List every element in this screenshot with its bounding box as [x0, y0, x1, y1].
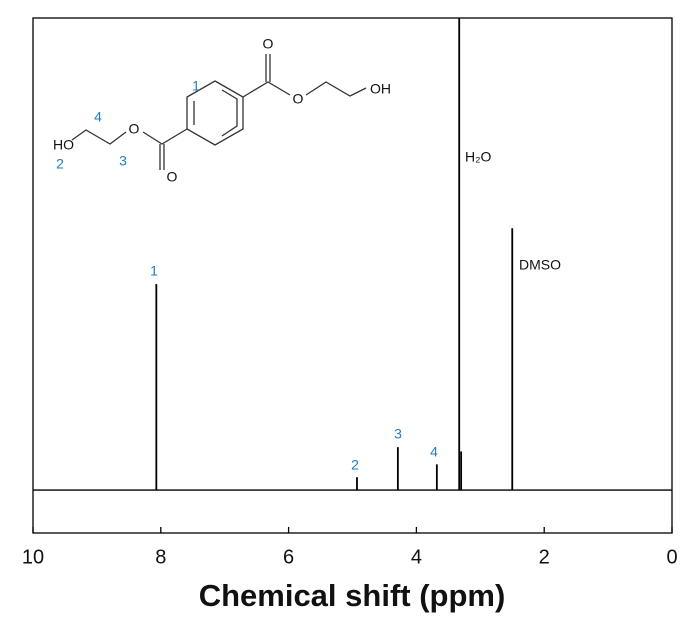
- position-label: 4: [94, 109, 102, 125]
- peak-label: 2: [351, 457, 359, 473]
- atom-label: O: [167, 169, 178, 185]
- peak-label: 3: [394, 426, 402, 442]
- peak-label: 1: [150, 263, 158, 279]
- x-tick-label: 10: [22, 546, 44, 568]
- peak-label: H₂O: [465, 149, 492, 165]
- x-tick-label: 8: [155, 546, 166, 568]
- bond: [242, 81, 291, 98]
- x-tick-label: 0: [666, 546, 677, 568]
- atom-label: O: [263, 36, 274, 52]
- bond: [71, 129, 127, 145]
- atom-label: OH: [370, 81, 391, 97]
- x-tick-label: 2: [539, 546, 550, 568]
- bond: [305, 81, 367, 97]
- ring-double-bonds: [221, 89, 238, 137]
- peak-label: DMSO: [519, 257, 561, 273]
- x-tick-label: 6: [283, 546, 294, 568]
- atom-label: HO: [53, 137, 74, 153]
- position-label: 2: [56, 156, 64, 172]
- x-tick-label: 4: [411, 546, 422, 568]
- molecule: O O OH HO O O 1 4 2 3: [53, 36, 391, 185]
- plot-frame: [32, 17, 673, 534]
- position-label: 1: [192, 78, 200, 94]
- bond: [142, 128, 188, 145]
- x-axis-title: Chemical shift (ppm): [199, 578, 506, 613]
- atom-label: O: [129, 121, 140, 137]
- position-label: 3: [119, 153, 127, 169]
- atom-label: O: [293, 91, 304, 107]
- peak-label: 4: [430, 444, 438, 460]
